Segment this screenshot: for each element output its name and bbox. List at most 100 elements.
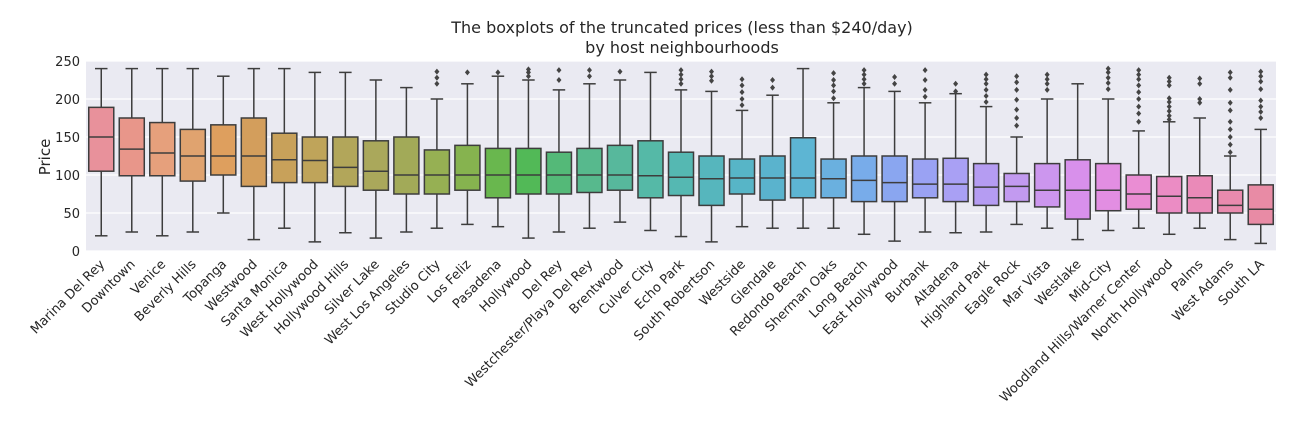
box-25 xyxy=(820,70,847,229)
iqr-box xyxy=(698,155,725,207)
outlier-point xyxy=(1166,112,1172,119)
outlier-point xyxy=(1014,73,1020,80)
outlier-point xyxy=(831,82,837,89)
iqr-box xyxy=(484,147,512,199)
box-10 xyxy=(362,79,390,239)
outlier-point xyxy=(709,73,715,80)
outlier-point xyxy=(1014,106,1020,113)
outlier-point xyxy=(953,88,959,95)
box-13 xyxy=(454,69,481,226)
outlier-point xyxy=(1105,86,1111,93)
outlier-point xyxy=(1227,134,1233,140)
box-26 xyxy=(850,67,878,236)
outlier-point xyxy=(861,76,867,83)
box-34 xyxy=(1094,65,1122,232)
iqr-box xyxy=(1033,162,1061,208)
outlier-point xyxy=(1166,103,1172,110)
iqr-box xyxy=(576,147,603,194)
box-36 xyxy=(1155,74,1183,236)
outlier-point xyxy=(1166,74,1172,81)
outlier-point xyxy=(1136,103,1142,110)
outlier-point xyxy=(1258,86,1264,93)
iqr-box xyxy=(1216,189,1244,214)
outlier-point xyxy=(892,73,898,80)
outlier-point xyxy=(1227,141,1233,148)
box-27 xyxy=(881,73,908,242)
iqr-box xyxy=(789,137,817,199)
outlier-point xyxy=(1227,149,1233,156)
iqr-box xyxy=(149,121,176,177)
iqr-box xyxy=(1247,184,1275,226)
outlier-point xyxy=(1258,78,1264,85)
outlier-point xyxy=(1197,96,1203,102)
iqr-box xyxy=(393,136,420,195)
y-tick-label: 150 xyxy=(55,131,80,146)
outlier-point xyxy=(1197,75,1203,82)
outlier-point xyxy=(709,77,715,84)
outlier-point xyxy=(525,66,531,73)
box-29 xyxy=(942,80,969,234)
outlier-point xyxy=(1014,115,1020,121)
box-3 xyxy=(149,67,176,237)
outlier-point xyxy=(1105,74,1111,81)
outlier-point xyxy=(861,71,867,78)
outlier-point xyxy=(525,69,531,76)
iqr-box xyxy=(1003,172,1030,203)
outlier-point xyxy=(586,73,592,80)
outlier-point xyxy=(1044,76,1050,83)
outlier-point xyxy=(1258,108,1264,115)
box-6 xyxy=(240,67,268,241)
iqr-box xyxy=(942,157,969,203)
outlier-point xyxy=(1258,73,1264,80)
iqr-box xyxy=(179,128,207,182)
box-15 xyxy=(515,66,542,239)
y-axis-label: Price xyxy=(36,139,54,176)
box-2 xyxy=(118,67,146,233)
box-23 xyxy=(759,77,786,229)
iqr-box xyxy=(637,140,664,199)
iqr-box xyxy=(1186,175,1213,214)
outlier-point xyxy=(1166,108,1172,115)
outlier-point xyxy=(1258,68,1264,75)
box-4 xyxy=(179,67,207,233)
outlier-point xyxy=(739,89,745,96)
outlier-point xyxy=(983,99,989,106)
outlier-point xyxy=(1044,80,1050,87)
outlier-point xyxy=(1136,67,1142,74)
box-12 xyxy=(423,68,451,229)
chart-title: The boxplots of the truncated prices (le… xyxy=(450,18,913,37)
outlier-point xyxy=(1136,82,1142,89)
y-tick-label: 50 xyxy=(63,207,80,222)
outlier-point xyxy=(1227,74,1233,81)
outlier-point xyxy=(556,77,562,83)
box-32 xyxy=(1033,71,1061,229)
iqr-box xyxy=(728,158,756,195)
chart-subtitle: by host neighbourhoods xyxy=(585,38,779,57)
box-layer xyxy=(87,65,1275,245)
box-31 xyxy=(1003,73,1030,226)
y-tick-labels: 0 50 100 150 200 250 xyxy=(55,55,80,260)
box-17 xyxy=(576,67,603,229)
box-16 xyxy=(545,67,573,233)
iqr-box xyxy=(911,158,939,199)
outlier-point xyxy=(1136,76,1142,83)
outlier-point xyxy=(1258,103,1264,110)
outlier-point xyxy=(678,76,684,83)
iqr-box xyxy=(1155,175,1183,214)
outlier-point xyxy=(739,102,745,109)
outlier-point xyxy=(434,80,440,87)
box-18 xyxy=(606,68,634,223)
outlier-point xyxy=(1044,86,1050,93)
outlier-point xyxy=(1014,86,1020,93)
box-1 xyxy=(87,67,115,237)
iqr-box xyxy=(881,155,908,203)
box-11 xyxy=(393,86,420,233)
outlier-point xyxy=(1227,69,1233,76)
outlier-point xyxy=(739,82,745,89)
box-8 xyxy=(301,71,329,243)
outlier-point xyxy=(1258,115,1264,121)
box-9 xyxy=(332,71,359,234)
outlier-point xyxy=(922,67,928,74)
